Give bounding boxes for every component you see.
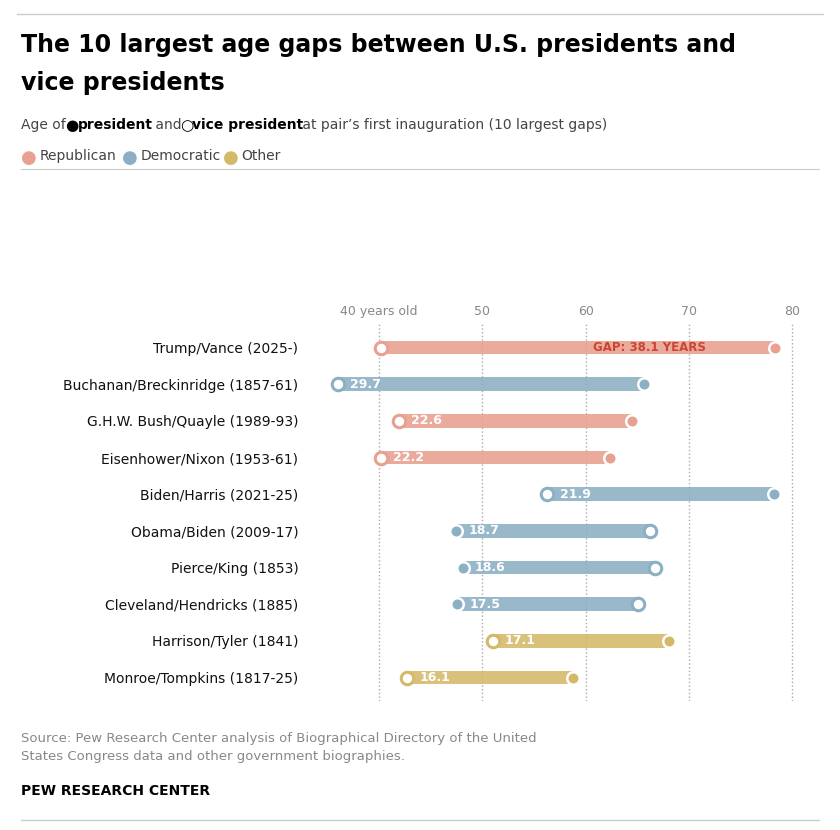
Text: 18.6: 18.6 xyxy=(475,561,506,574)
Bar xyxy=(548,487,774,501)
Text: ○: ○ xyxy=(181,118,194,133)
Text: 21.9: 21.9 xyxy=(559,488,591,500)
Text: vice presidents: vice presidents xyxy=(21,71,225,95)
Text: ●: ● xyxy=(21,149,37,168)
Text: The 10 largest age gaps between U.S. presidents and: The 10 largest age gaps between U.S. pre… xyxy=(21,33,736,57)
Text: Source: Pew Research Center analysis of Biographical Directory of the United
Sta: Source: Pew Research Center analysis of … xyxy=(21,732,537,763)
Bar xyxy=(398,414,632,427)
Text: 16.1: 16.1 xyxy=(419,671,450,684)
Text: 29.7: 29.7 xyxy=(350,378,381,391)
Text: and: and xyxy=(151,118,186,132)
Text: president: president xyxy=(78,118,153,132)
Text: 22.6: 22.6 xyxy=(411,414,442,427)
Text: Republican: Republican xyxy=(39,149,116,164)
Text: Democratic: Democratic xyxy=(140,149,221,164)
Text: Other: Other xyxy=(241,149,281,164)
Text: 22.2: 22.2 xyxy=(393,451,424,464)
Text: ●: ● xyxy=(223,149,239,168)
Bar xyxy=(463,560,655,574)
Text: vice president: vice president xyxy=(192,118,303,132)
Bar xyxy=(458,598,638,611)
Text: 17.5: 17.5 xyxy=(470,598,501,611)
Text: ●: ● xyxy=(122,149,138,168)
Text: 17.1: 17.1 xyxy=(505,634,536,647)
Text: PEW RESEARCH CENTER: PEW RESEARCH CENTER xyxy=(21,784,210,798)
Text: at pair’s first inauguration (10 largest gaps): at pair’s first inauguration (10 largest… xyxy=(298,118,607,132)
Bar xyxy=(407,671,573,685)
Bar xyxy=(456,524,649,538)
Text: ●: ● xyxy=(66,118,79,133)
Bar xyxy=(338,377,644,391)
Text: Age of: Age of xyxy=(21,118,70,132)
Text: GAP: 38.1 YEARS: GAP: 38.1 YEARS xyxy=(593,341,706,354)
Bar xyxy=(381,451,611,465)
Bar xyxy=(492,634,669,648)
Bar xyxy=(381,340,774,354)
Text: 18.7: 18.7 xyxy=(469,525,500,537)
